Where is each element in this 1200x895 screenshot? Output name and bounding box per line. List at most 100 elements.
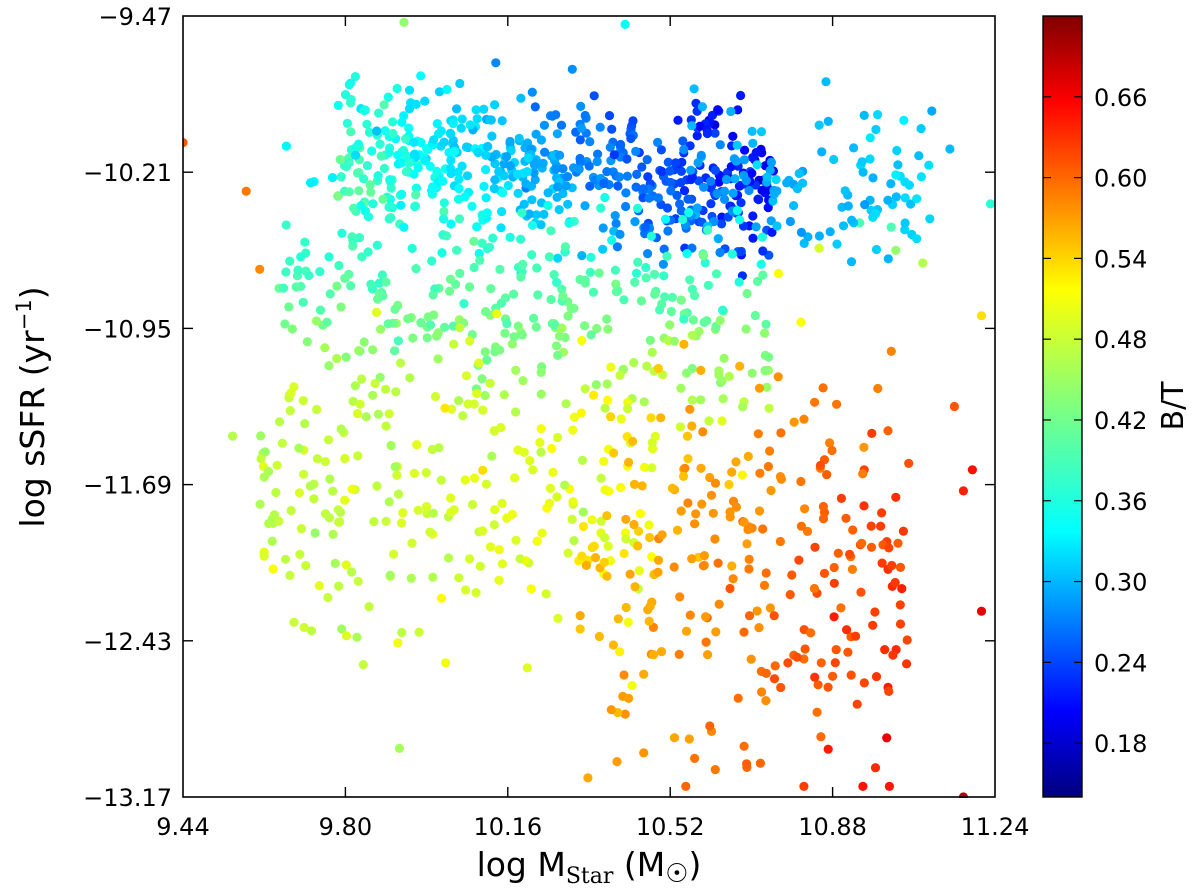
- data-point: [298, 297, 308, 307]
- data-point: [712, 189, 722, 199]
- data-point: [605, 142, 615, 152]
- data-point: [743, 451, 753, 461]
- data-point: [341, 631, 352, 641]
- data-point: [836, 493, 847, 503]
- data-point: [891, 192, 901, 202]
- data-point: [355, 399, 365, 409]
- data-point: [673, 115, 683, 125]
- data-point: [659, 244, 669, 254]
- data-point: [539, 120, 550, 130]
- data-point: [465, 120, 475, 130]
- data-point: [490, 100, 500, 110]
- data-point: [796, 227, 807, 237]
- data-point: [623, 617, 633, 628]
- data-point: [671, 158, 681, 168]
- data-point: [709, 217, 719, 227]
- data-point: [516, 234, 526, 244]
- data-point: [610, 265, 621, 275]
- data-point: [831, 645, 841, 655]
- data-point: [560, 480, 570, 490]
- data-point: [473, 147, 483, 158]
- data-point: [362, 161, 372, 171]
- data-point: [768, 196, 778, 206]
- x-tick-label: 10.88: [798, 813, 867, 841]
- data-point: [653, 555, 664, 565]
- data-point: [433, 354, 443, 364]
- data-point: [513, 188, 523, 198]
- data-point: [710, 478, 721, 488]
- data-point: [536, 367, 546, 377]
- data-point: [561, 181, 571, 191]
- data-point: [482, 142, 492, 152]
- data-point: [610, 211, 620, 221]
- data-point: [455, 268, 465, 278]
- data-point: [626, 133, 636, 144]
- data-point: [714, 599, 724, 609]
- data-point: [587, 515, 597, 525]
- data-point: [454, 174, 464, 184]
- data-point: [856, 587, 866, 597]
- data-point: [393, 150, 403, 160]
- data-point: [569, 412, 580, 422]
- data-point: [762, 172, 772, 182]
- data-point: [368, 390, 378, 400]
- data-points: [183, 17, 995, 798]
- data-point: [486, 284, 496, 294]
- data-point: [711, 269, 722, 279]
- data-point: [509, 473, 520, 483]
- data-point: [767, 227, 777, 237]
- data-point: [328, 486, 338, 496]
- data-point: [976, 606, 987, 616]
- data-point: [663, 226, 673, 236]
- data-point: [870, 763, 881, 773]
- data-point: [782, 178, 792, 188]
- data-point: [829, 154, 839, 165]
- data-point: [841, 513, 851, 523]
- data-point: [643, 249, 653, 259]
- data-point: [653, 193, 664, 203]
- data-point: [912, 234, 922, 244]
- data-point: [611, 218, 621, 229]
- data-point: [428, 508, 438, 518]
- data-point: [843, 201, 853, 211]
- data-point: [532, 263, 542, 273]
- data-point: [264, 466, 274, 477]
- data-point: [696, 365, 706, 375]
- data-point: [376, 151, 386, 161]
- data-point: [818, 514, 829, 524]
- data-point: [705, 472, 715, 483]
- data-point: [305, 178, 316, 188]
- data-point: [536, 135, 547, 145]
- data-point: [518, 259, 528, 269]
- data-point: [689, 291, 700, 301]
- data-point: [454, 184, 464, 194]
- data-point: [449, 505, 459, 515]
- data-point: [628, 116, 638, 126]
- data-point: [474, 248, 484, 259]
- data-point: [785, 216, 796, 227]
- data-point: [578, 521, 589, 532]
- data-point: [676, 383, 686, 393]
- data-point: [390, 304, 400, 314]
- data-point: [731, 457, 741, 467]
- data-point: [696, 150, 706, 160]
- data-point: [772, 221, 782, 231]
- data-point: [353, 409, 363, 419]
- data-point: [657, 530, 667, 540]
- data-point: [656, 647, 667, 657]
- data-point: [792, 652, 802, 662]
- data-point: [388, 117, 398, 127]
- data-point: [532, 536, 542, 546]
- data-point: [645, 335, 655, 345]
- data-point: [438, 176, 448, 186]
- data-point: [736, 246, 746, 257]
- data-point: [453, 167, 463, 177]
- data-point: [354, 346, 364, 356]
- data-point: [517, 330, 527, 340]
- data-point: [818, 501, 829, 512]
- data-point: [433, 328, 443, 338]
- data-point: [958, 486, 969, 496]
- data-point: [602, 379, 612, 389]
- data-point: [576, 101, 586, 111]
- x-axis-ticks: 9.44 9.80 10.16 10.52 10.88 11.24: [156, 16, 1029, 841]
